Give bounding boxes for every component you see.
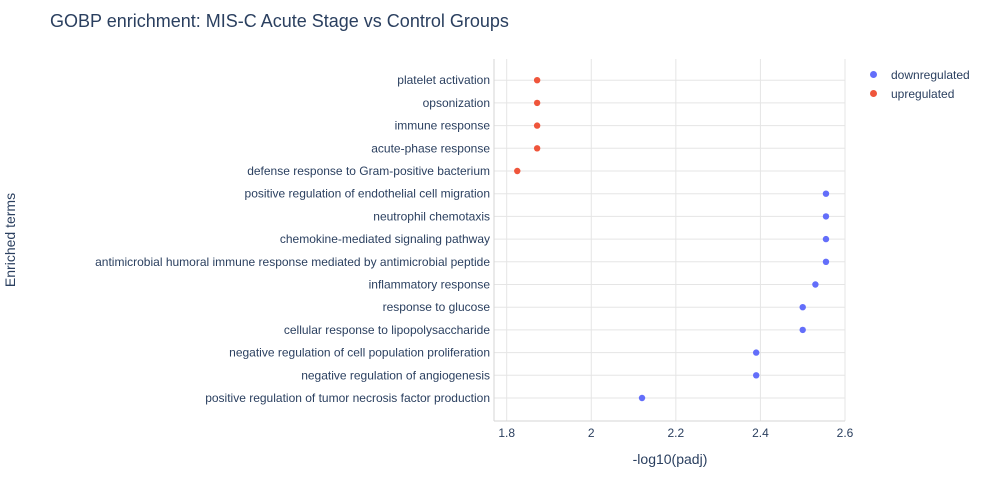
data-points xyxy=(514,77,830,402)
data-point-downregulated[interactable] xyxy=(812,281,819,288)
data-point-downregulated[interactable] xyxy=(799,304,806,311)
data-point-downregulated[interactable] xyxy=(752,372,760,379)
y-tick-label: immune response xyxy=(395,119,491,133)
legend-label: downregulated xyxy=(891,67,970,82)
data-point-downregulated[interactable] xyxy=(822,190,830,197)
legend-marker xyxy=(870,71,877,78)
data-point-downregulated[interactable] xyxy=(799,326,806,334)
y-tick-label: negative regulation of angiogenesis xyxy=(301,368,490,382)
data-point-upregulated[interactable] xyxy=(533,77,541,84)
axes xyxy=(493,59,845,422)
grid-lines xyxy=(494,59,846,421)
x-tick-label: 2.4 xyxy=(752,426,769,440)
y-axis-title: Enriched terms xyxy=(2,193,18,287)
y-tick-label: negative regulation of cell population p… xyxy=(229,346,490,360)
y-tick-label: acute-phase response xyxy=(371,141,490,155)
legend-item-upregulated[interactable]: upregulated xyxy=(866,84,970,103)
y-tick-label: neutrophil chemotaxis xyxy=(373,209,490,223)
data-point-downregulated[interactable] xyxy=(638,394,646,402)
y-tick-label: opsonization xyxy=(423,96,490,110)
x-tick-labels: 1.8 2 2.2 2.4 2.6 xyxy=(498,426,853,440)
y-tick-label: defense response to Gram-positive bacter… xyxy=(247,164,490,178)
y-tick-label: cellular response to lipopolysaccharide xyxy=(284,323,490,337)
y-tick-label: antimicrobial humoral immune response me… xyxy=(95,255,490,269)
y-tick-labels: positive regulation of tumor necrosis fa… xyxy=(95,73,490,405)
y-tick-label: chemokine-mediated signaling pathway xyxy=(280,232,490,246)
data-point-upregulated[interactable] xyxy=(514,167,521,175)
y-tick-label: platelet activation xyxy=(397,73,490,87)
legend-label: upregulated xyxy=(891,86,955,101)
data-point-downregulated[interactable] xyxy=(822,258,830,265)
data-point-downregulated[interactable] xyxy=(822,235,830,243)
legend-item-downregulated[interactable]: downregulated xyxy=(866,65,970,84)
x-tick-label: 2.6 xyxy=(837,426,854,440)
data-point-downregulated[interactable] xyxy=(752,349,760,356)
chart-title: GOBP enrichment: MIS-C Acute Stage vs Co… xyxy=(50,11,509,31)
y-tick-label: response to glucose xyxy=(383,300,491,314)
x-axis-title: -log10(padj) xyxy=(633,451,708,467)
y-tick-label: positive regulation of tumor necrosis fa… xyxy=(205,391,490,405)
x-tick-label: 2.2 xyxy=(667,426,684,440)
data-point-upregulated[interactable] xyxy=(533,122,541,129)
data-point-upregulated[interactable] xyxy=(533,99,541,107)
x-tick-label: 2 xyxy=(588,426,595,440)
legend-marker xyxy=(870,90,877,97)
y-tick-label: inflammatory response xyxy=(369,278,491,292)
data-point-upregulated[interactable] xyxy=(533,145,541,152)
data-point-downregulated[interactable] xyxy=(822,213,830,220)
y-tick-label: positive regulation of endothelial cell … xyxy=(245,187,490,201)
x-tick-label: 1.8 xyxy=(498,426,515,440)
legend: downregulated upregulated xyxy=(866,65,970,103)
